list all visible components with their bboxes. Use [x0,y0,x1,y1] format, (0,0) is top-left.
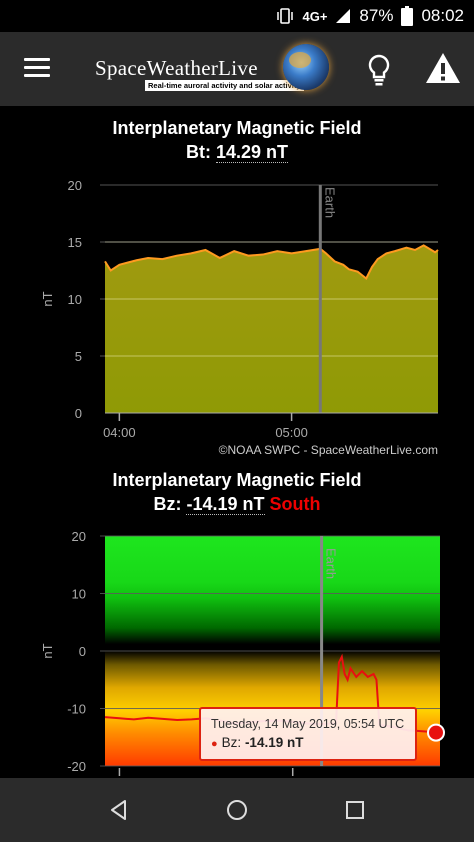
bz-value-line: Bz: -14.19 nT South [0,493,474,515]
globe-icon [283,44,329,90]
bz-earth-label: Earth [324,548,339,579]
signal-icon [336,9,351,23]
logo-subtitle: Real-time auroral activity and solar act… [145,80,304,91]
alert-icon[interactable] [425,52,461,84]
battery-percent: 87% [359,6,394,25]
battery-icon [401,6,414,26]
bt-x-tick-label: 05:00 [275,425,308,440]
bt-label: Bt: [185,142,211,162]
app-bar: SpaceWeatherLive Real-time auroral activ… [0,32,474,106]
tooltip-datetime: Tuesday, 14 May 2019, 05:54 UTC [211,717,405,731]
bt-value-line: Bt: 14.29 nT [0,141,474,163]
bz-y-tick-label: -20 [67,759,86,774]
status-bar: 4G+ 87% 08:02 [0,0,474,32]
recents-icon[interactable] [343,798,367,822]
bt-y-tick-label: 5 [75,349,82,364]
home-icon[interactable] [225,798,249,822]
bt-earth-label: Earth [322,187,337,218]
bt-y-tick-label: 0 [75,406,82,421]
bz-y-tick-label: -10 [67,702,86,717]
navigation-bar [0,778,474,842]
bt-chart-title: Interplanetary Magnetic Field [112,118,362,138]
menu-icon[interactable] [24,58,50,78]
bt-y-tick-label: 20 [68,178,82,193]
bt-value: 14.29 nT [215,142,289,163]
back-icon[interactable] [107,798,131,822]
bz-label: Bz: [153,494,182,514]
bt-series-line [104,244,439,281]
logo-title: SpaceWeatherLive [95,56,258,80]
bt-chart[interactable]: 0 5 10 15 20 Earth 04:00 05:00 nT [0,170,474,445]
bt-area [105,245,438,413]
bz-y-axis-label: nT [40,643,55,658]
bz-tooltip: Tuesday, 14 May 2019, 05:54 UTC ● Bz: -14… [199,707,417,761]
vibrate-icon [277,8,294,24]
network-type: 4G+ [302,8,328,24]
bz-y-tick-label: 0 [79,644,86,659]
bt-y-axis-label: nT [40,291,55,306]
tooltip-value: -14.19 nT [244,735,304,750]
bz-chart-title: Interplanetary Magnetic Field [112,470,362,490]
bz-latest-point [427,723,445,742]
bz-y-tick-label: 10 [72,587,86,602]
bt-y-tick-label: 10 [68,292,82,307]
tooltip-value-row: ● Bz: -14.19 nT [211,735,405,750]
bt-y-tick-label: 15 [68,235,82,250]
bz-value: -14.19 nT [186,494,265,515]
clock: 08:02 [421,6,464,25]
bz-direction: South [269,494,321,514]
app-logo[interactable]: SpaceWeatherLive Real-time auroral activ… [95,42,335,98]
data-credit[interactable]: ©NOAA SWPC - SpaceWeatherLive.com [218,443,438,457]
bt-x-tick-label: 04:00 [103,425,136,440]
series-dot-icon: ● [211,738,218,750]
tooltip-series-label: Bz: [221,735,242,750]
bz-y-tick-label: 20 [72,529,86,544]
lightbulb-icon[interactable] [366,54,392,86]
